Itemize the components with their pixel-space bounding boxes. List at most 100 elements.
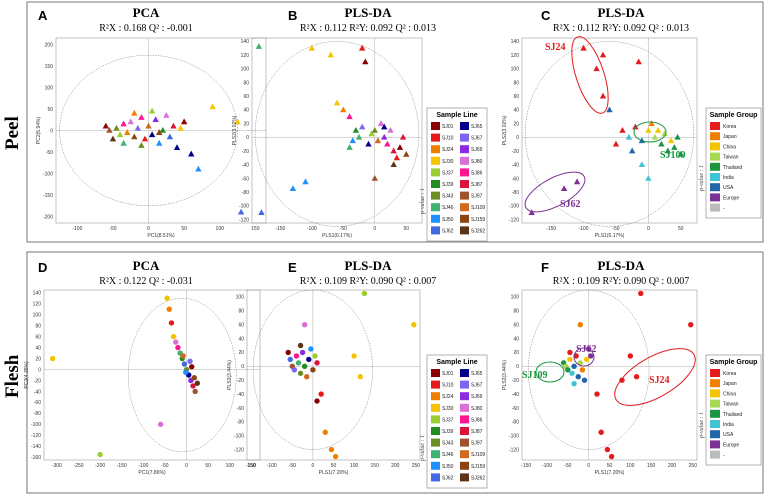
y-tick-label: 0: [50, 128, 53, 134]
legend-label: SJ24: [442, 147, 454, 153]
legend-swatch: [710, 450, 720, 459]
data-point: [175, 344, 181, 351]
x-tick-label: -150: [246, 463, 256, 469]
y-tick-label: -120: [234, 447, 244, 453]
y-tick-label: 120: [511, 53, 520, 59]
panel-stats: R²X : 0.122 Q² : -0.031: [99, 276, 193, 287]
data-point: [403, 150, 410, 157]
x-tick-label: -50: [109, 226, 116, 232]
data-point: [575, 374, 581, 380]
legend-swatch: [431, 214, 440, 223]
data-point: [310, 367, 316, 373]
panel-title: PLS-DA: [345, 258, 393, 273]
data-point: [351, 353, 357, 359]
data-point: [145, 122, 152, 129]
data-point: [157, 421, 164, 428]
data-point: [163, 111, 170, 118]
data-point: [567, 349, 573, 356]
data-point: [577, 321, 584, 328]
legend-label: SJ262: [471, 475, 485, 481]
data-point: [358, 123, 366, 130]
data-point: [661, 130, 668, 137]
legend-label: China: [723, 391, 736, 397]
y-tick-label: 60: [513, 322, 519, 328]
panel-c: C PLS-DA R²X : 0.112 R²Y: 0.092 Q² : 0.013…: [502, 5, 762, 239]
y-tick-label: 40: [238, 336, 244, 342]
legend-title: Sample Line: [436, 359, 477, 366]
data-point: [664, 147, 672, 154]
panel-letter: A: [38, 8, 48, 23]
legend-label: SJ01: [442, 124, 454, 130]
y-tick-label: -20: [512, 149, 519, 155]
data-point: [579, 367, 586, 373]
legend-label: SJ97: [471, 194, 483, 200]
y-tick-label: 120: [241, 53, 250, 59]
legend-label: SJ69: [471, 394, 483, 400]
plot-area: [521, 37, 698, 224]
legend-swatch: [460, 369, 469, 377]
data-point: [612, 140, 620, 147]
plot-area: [43, 289, 261, 461]
x-tick-label: -50: [612, 226, 619, 232]
x-tick-label: -300: [52, 463, 62, 469]
legend-title: Sample Group: [710, 112, 758, 119]
x-axis-label: PC1(8.51%): [147, 233, 175, 239]
y-tick-label: -100: [234, 434, 244, 440]
legend-label: SJ46: [442, 205, 454, 211]
y-tick-label: 100: [45, 85, 54, 91]
y-tick-label: 100: [511, 295, 520, 301]
y-tick-label: -20: [237, 378, 244, 384]
data-point: [120, 139, 127, 146]
legend-label: SJ43: [442, 441, 454, 447]
data-point: [333, 99, 341, 106]
data-point: [304, 374, 310, 380]
x-axis-label: PLS1(7.20%): [319, 470, 349, 476]
data-point: [368, 130, 375, 137]
x-tick-label: 100: [216, 226, 225, 232]
x-tick-label: -150: [117, 463, 127, 469]
data-point: [308, 44, 316, 51]
legend-swatch: [460, 438, 469, 447]
y-tick-label: 100: [511, 67, 520, 73]
x-tick-label: 0: [373, 226, 376, 232]
legend-swatch: [431, 122, 440, 130]
data-point: [627, 353, 634, 359]
y-tick-label: -120: [509, 447, 519, 453]
data-point: [594, 391, 600, 397]
y-tick-label: 100: [33, 312, 42, 318]
y-tick-label: 60: [243, 94, 249, 100]
legend-swatch: [710, 173, 720, 181]
x-tick-label: 0: [587, 463, 590, 469]
data-point: [152, 116, 159, 123]
legend-swatch: [710, 379, 720, 388]
data-point: [632, 123, 639, 130]
data-point: [166, 133, 174, 140]
data-point: [327, 51, 334, 58]
data-point: [127, 118, 134, 125]
data-point: [187, 358, 193, 364]
data-point: [357, 374, 363, 380]
x-tick-label: 250: [689, 463, 698, 469]
y-tick-label: -60: [34, 400, 41, 406]
data-point: [667, 137, 675, 144]
data-point: [302, 178, 309, 185]
y-tick-label: -120: [31, 433, 41, 439]
legend-swatch: [460, 122, 469, 130]
legend-swatch: [460, 214, 469, 223]
x-tick-label: -50: [161, 463, 168, 469]
data-point: [599, 51, 607, 58]
data-point: [138, 114, 145, 120]
y-tick-label: 0: [241, 364, 244, 370]
legend-label: Taiwan: [723, 402, 739, 408]
panel-stats: R²X : 0.109 R²Y: 0.090 Q² : 0.007: [553, 276, 689, 287]
data-point: [361, 290, 368, 297]
plot-area: [521, 289, 698, 461]
legend-swatch: [460, 427, 469, 435]
y-axis-label: PLS2(3.02%): [502, 115, 508, 145]
highlight-ellipse: [633, 121, 667, 143]
legend-swatch: [431, 403, 440, 412]
data-point: [365, 140, 372, 147]
annotation-label: SJ62: [576, 344, 597, 355]
data-point: [328, 446, 335, 453]
data-point: [170, 122, 177, 129]
